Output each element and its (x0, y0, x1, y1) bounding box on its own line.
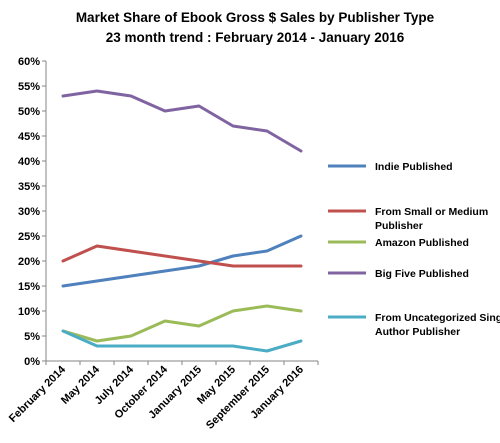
legend: Indie Published From Small or Medium Publi… (328, 161, 500, 338)
y-tick-label: 5% (24, 331, 40, 343)
y-tick-label: 50% (18, 106, 40, 118)
x-tick-label: February 2014 (7, 363, 69, 425)
legend-label-line: Big Five Published (375, 268, 469, 280)
y-tick-label: 35% (18, 181, 40, 193)
legend-label: Indie Published (375, 161, 453, 173)
legend-label-line: Author Publisher (375, 326, 460, 338)
chart-title: Market Share of Ebook Gross $ Sales by P… (76, 10, 435, 25)
y-tick-label: 55% (18, 81, 40, 93)
legend-label: Amazon Published (375, 237, 469, 249)
legend-label: Big Five Published (375, 268, 469, 280)
y-tick-label: 10% (18, 306, 40, 318)
y-tick-label: 25% (18, 231, 40, 243)
y-tick-label: 15% (18, 281, 40, 293)
legend-label-line: Amazon Published (375, 237, 469, 249)
legend-label: From Uncategorized Single- Author Publish… (375, 312, 500, 338)
y-axis-ticks: 0% 5% 10% 15% 20% 25% 30% 35% 40% 45% 50% 55% 60% (18, 56, 46, 368)
series-line-1 (61, 234, 303, 288)
series-lines (61, 89, 303, 353)
series-line-3 (61, 304, 303, 343)
legend-label-line: Indie Published (375, 161, 453, 173)
x-tick-label: September 2015 (204, 364, 272, 432)
legend-label-line: Publisher (375, 220, 423, 232)
axes (45, 61, 318, 362)
series-line-2 (61, 244, 303, 268)
series-line-5 (61, 329, 303, 353)
series-line-4 (61, 89, 303, 153)
legend-label-line: From Uncategorized Single- (375, 312, 500, 324)
chart-subtitle: 23 month trend : February 2014 - January… (106, 30, 405, 45)
legend-label: From Small or Medium Publisher (375, 206, 488, 232)
y-tick-label: 0% (24, 356, 40, 368)
y-tick-label: 20% (18, 256, 40, 268)
y-tick-label: 40% (18, 156, 40, 168)
legend-label-line: From Small or Medium (375, 206, 488, 218)
y-tick-label: 30% (18, 206, 40, 218)
y-tick-label: 45% (18, 131, 40, 143)
y-tick-label: 60% (18, 56, 40, 68)
